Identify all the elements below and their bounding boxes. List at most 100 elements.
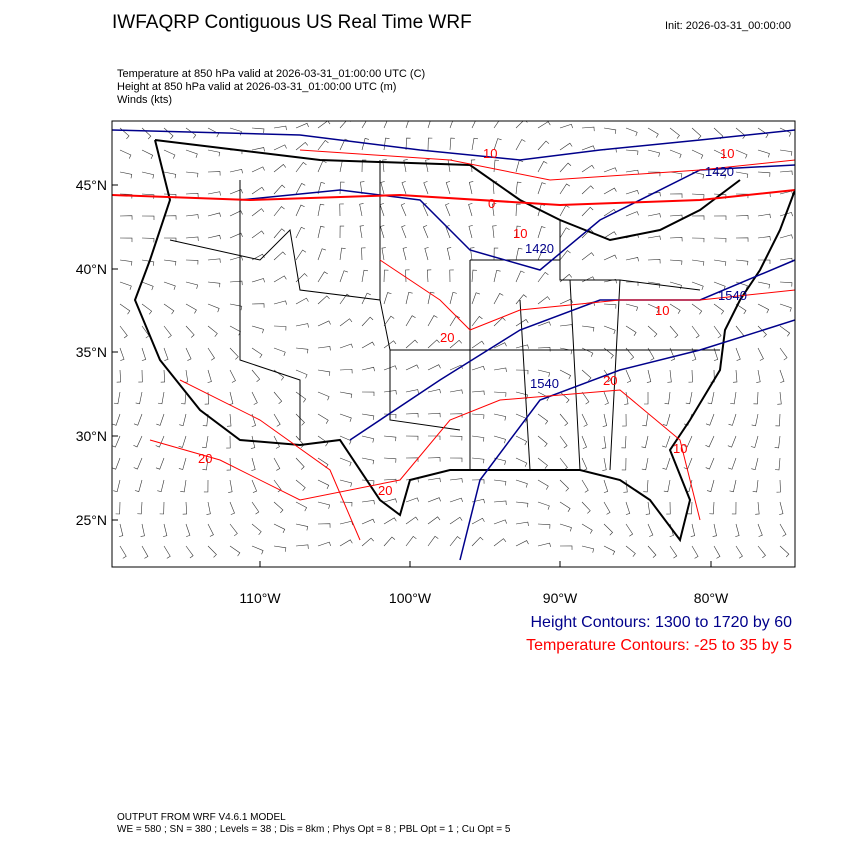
- wind-barb: [157, 391, 165, 405]
- wind-barb: [779, 545, 790, 558]
- wind-barb: [515, 479, 528, 488]
- wind-barb: [732, 369, 738, 383]
- wind-barb: [493, 342, 507, 349]
- plot-title: IWFAQRP Contiguous US Real Time WRF: [112, 12, 472, 33]
- wind-barb: [728, 457, 737, 470]
- wind-barb: [468, 181, 474, 195]
- wind-barb: [468, 225, 473, 239]
- wind-barb: [515, 540, 529, 547]
- wind-barb: [757, 259, 771, 265]
- wind-barb: [317, 369, 331, 376]
- wind-barb: [647, 235, 661, 240]
- wind-barb: [713, 347, 719, 361]
- wind-barb: [163, 281, 176, 290]
- temp-label: 10: [483, 146, 497, 161]
- wind-barb: [559, 523, 572, 532]
- wind-barb: [295, 413, 305, 426]
- wind-barb: [647, 303, 660, 313]
- wind-barb: [339, 369, 353, 374]
- wind-barb: [382, 159, 387, 173]
- wind-barb: [493, 457, 506, 465]
- wind-barb: [559, 413, 569, 426]
- wind-barb: [712, 523, 717, 537]
- wind-barb: [383, 365, 397, 371]
- wind-barb: [141, 259, 155, 266]
- wind-barb: [141, 347, 147, 361]
- wind-barb: [625, 303, 638, 312]
- wind-barb: [273, 413, 281, 427]
- wind-barb: [735, 259, 749, 266]
- subtitle-height: Height at 850 hPa valid at 2026-03-31_01…: [117, 81, 397, 93]
- wind-barb: [493, 519, 507, 525]
- wind-barb: [119, 347, 125, 361]
- wind-barb: [339, 203, 344, 217]
- wind-barb: [641, 435, 649, 449]
- wind-barb: [559, 369, 572, 380]
- wind-barb: [471, 435, 485, 442]
- wind-barb: [756, 369, 761, 383]
- wind-barb: [427, 364, 441, 371]
- wind-barb: [735, 127, 746, 139]
- wind-barb: [779, 211, 793, 217]
- wind-barb: [317, 160, 327, 173]
- wind-barb: [427, 137, 433, 151]
- wind-barb: [471, 498, 485, 504]
- wind-barb: [137, 501, 143, 515]
- wind-barb: [251, 230, 265, 239]
- wind-barb: [427, 535, 439, 547]
- wind-barb: [317, 225, 325, 239]
- wind-barb: [119, 171, 133, 179]
- wind-barb: [669, 259, 683, 265]
- wind-barb: [664, 391, 671, 405]
- wind-barb: [666, 501, 671, 515]
- wind-barb: [295, 141, 309, 151]
- wind-barb: [405, 137, 411, 151]
- wind-barb: [229, 501, 235, 515]
- wind-barb: [779, 369, 785, 383]
- wind-barb: [339, 247, 346, 261]
- wind-barb: [185, 545, 194, 559]
- wind-barb: [449, 516, 463, 525]
- wind-barb: [251, 186, 265, 195]
- wind-barb: [757, 281, 771, 289]
- wind-barb: [669, 281, 682, 290]
- wind-barb: [383, 498, 397, 503]
- wind-barb: [493, 293, 504, 305]
- wind-barb: [251, 303, 265, 308]
- wind-barb: [559, 142, 573, 151]
- wind-barb: [735, 171, 749, 179]
- wind-barb: [447, 159, 453, 173]
- wind-barb: [471, 269, 477, 283]
- wind-barb: [118, 523, 124, 537]
- wind-barb: [383, 121, 388, 129]
- wind-barb: [273, 479, 282, 493]
- wind-barb: [713, 237, 727, 243]
- wind-barb: [471, 137, 478, 151]
- wind-barb: [603, 127, 617, 134]
- wind-barb: [757, 347, 764, 361]
- wind-barb: [273, 391, 283, 404]
- wind-barb: [471, 340, 485, 349]
- wind-barb: [273, 523, 286, 534]
- wind-barb: [119, 259, 133, 266]
- wind-barb: [644, 391, 649, 405]
- wind-barb: [116, 369, 121, 383]
- wind-barb: [185, 259, 199, 265]
- wind-barb: [727, 435, 737, 448]
- height-contour-legend: Height Contours: 1300 to 1720 by 60: [530, 614, 792, 631]
- wind-barb: [449, 413, 463, 418]
- wind-barb: [705, 457, 715, 470]
- wind-barb: [683, 435, 693, 448]
- lon-tick: 110°W: [239, 590, 281, 606]
- temp-label: 20: [440, 330, 454, 345]
- wind-barb: [228, 479, 233, 493]
- wind-barb: [642, 413, 649, 427]
- wind-barb: [273, 206, 285, 217]
- wind-barb: [779, 523, 787, 537]
- wind-barb: [662, 457, 671, 470]
- wind-barb: [669, 325, 679, 338]
- wind-barb: [537, 226, 546, 239]
- wind-barb: [163, 303, 175, 315]
- wind-barb: [493, 435, 506, 444]
- wind-barb: [202, 413, 209, 427]
